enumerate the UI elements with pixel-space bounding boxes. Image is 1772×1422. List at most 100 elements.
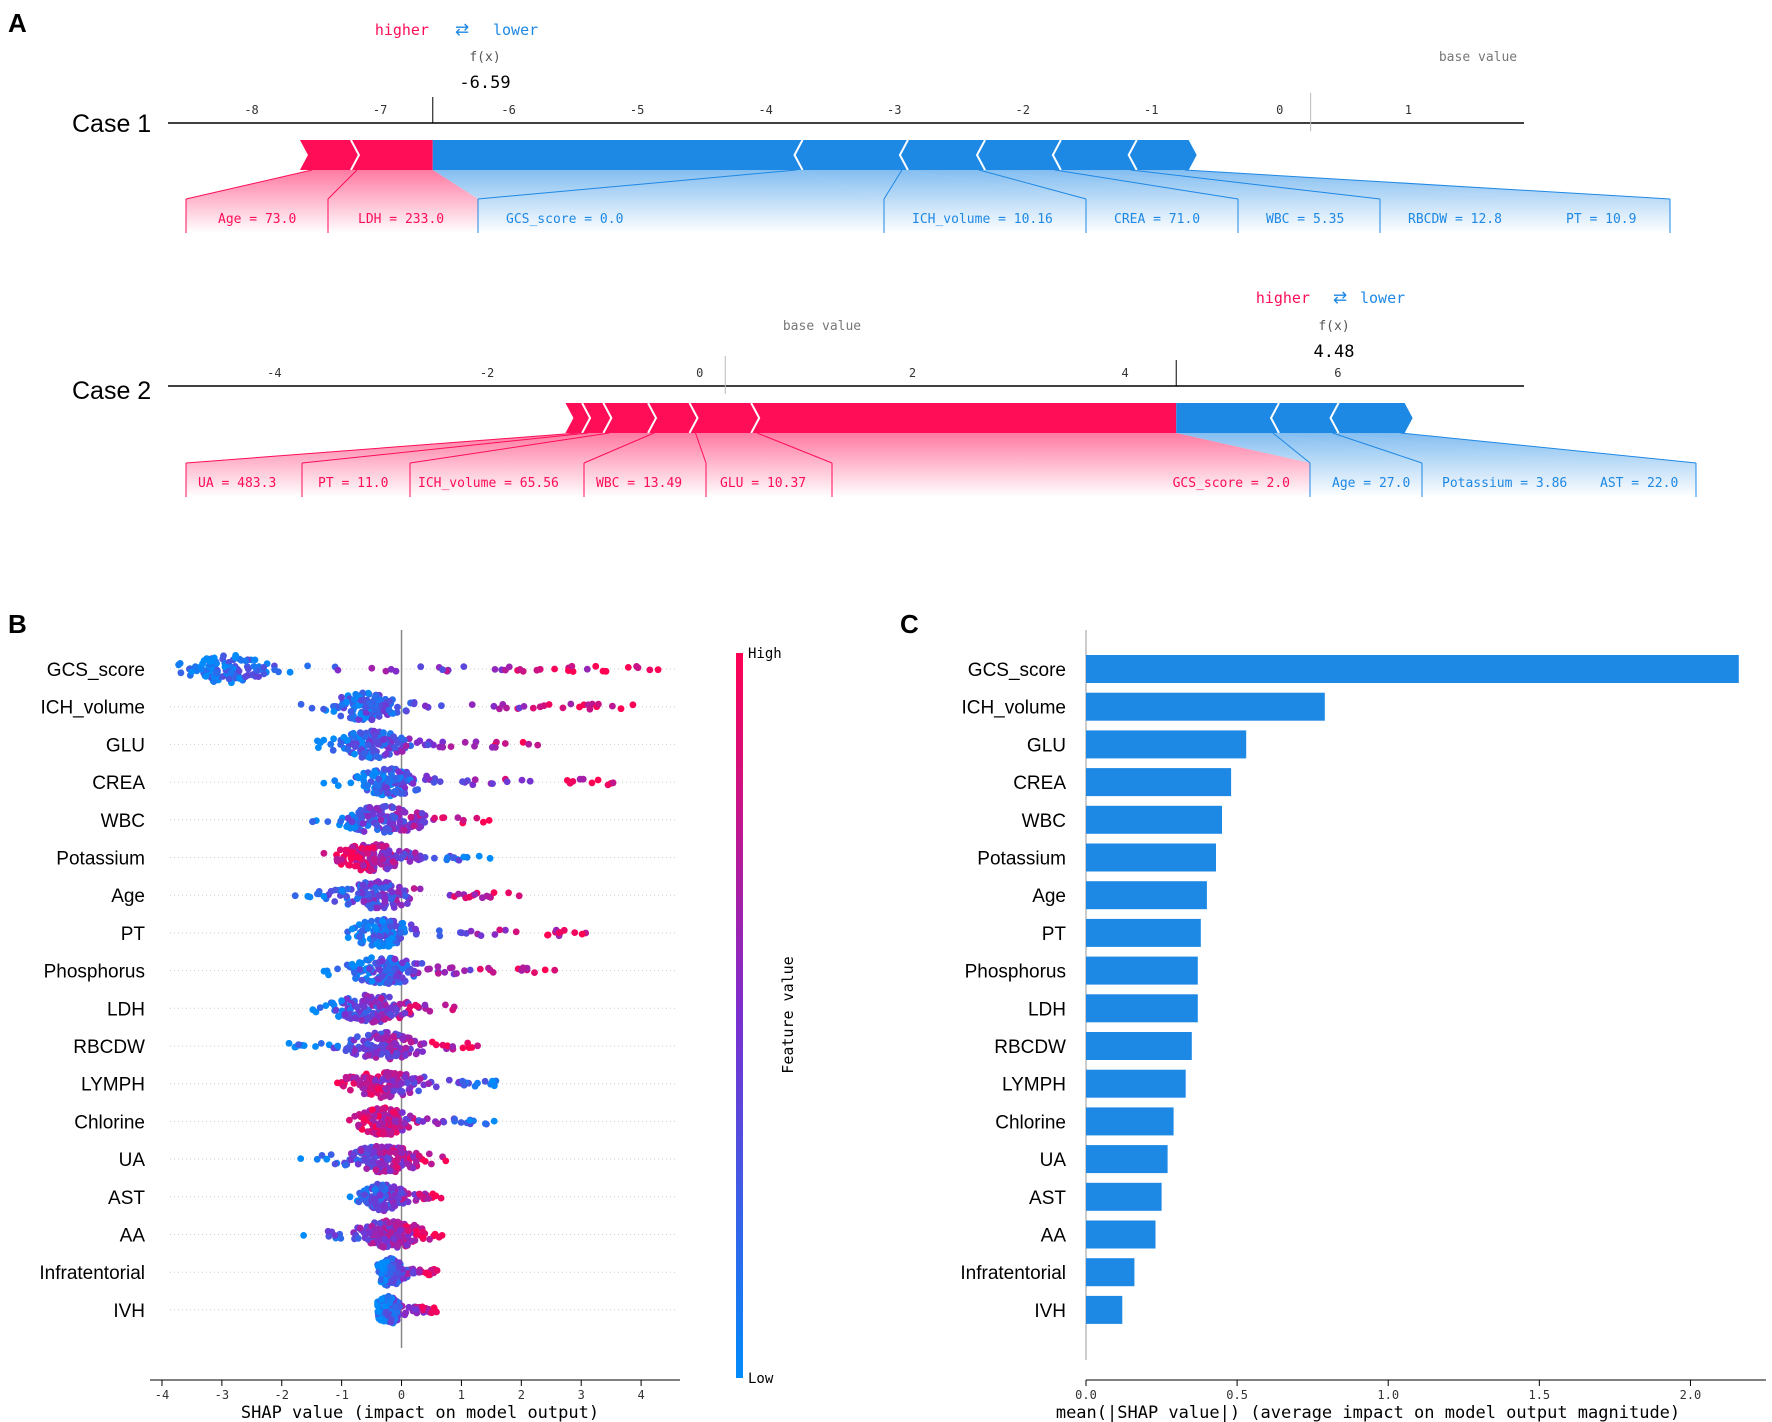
beeswarm-point (383, 1143, 391, 1151)
beeswarm-point (320, 779, 328, 787)
beeswarm-point (380, 736, 387, 744)
beeswarm-point (415, 1087, 422, 1095)
force-label-rbcdw-12-8: RBCDW = 12.8 (1408, 212, 1502, 227)
beeswarm-point (392, 789, 400, 797)
case1-neg-chevron-3 (975, 139, 986, 171)
case1-pos-connector-1 (327, 169, 358, 200)
beeswarm-point (386, 1263, 394, 1270)
beeswarm-point (291, 892, 299, 900)
beeswarm-point (534, 741, 542, 749)
beeswarm-point (386, 1149, 394, 1156)
beeswarm-point (364, 741, 372, 749)
case2-pos-link-5 (757, 433, 1310, 497)
beeswarm-point (395, 1194, 402, 1202)
beeswarm-point (351, 862, 359, 870)
beeswarm-point (426, 1235, 433, 1243)
force-label-pt-11-0: PT = 11.0 (318, 476, 388, 491)
case2-neg-link-2 (1332, 433, 1696, 497)
beeswarm-point (401, 1052, 409, 1059)
beeswarm-point (401, 892, 409, 900)
beeswarm-point (374, 1237, 382, 1245)
beeswarm-feature-label-potassium: Potassium (56, 849, 145, 870)
beeswarm-point (177, 669, 185, 677)
beeswarm-point (360, 1229, 368, 1237)
beeswarm-point (387, 665, 395, 673)
case2-legend-higher: higher (1256, 289, 1310, 307)
beeswarm-points-ast (346, 1180, 445, 1215)
bar-label-ich-volume: ICH_volume (961, 698, 1066, 719)
case1-tick-1: -7 (373, 103, 387, 117)
bar-label-potassium: Potassium (977, 849, 1066, 870)
case1-neg-chevron-1 (793, 139, 804, 171)
beeswarm-point (356, 966, 364, 973)
case2-pos-link-0 (186, 433, 589, 497)
force-label-ua-483-3: UA = 483.3 (198, 476, 276, 491)
beeswarm-point (390, 1183, 398, 1191)
beeswarm-point (372, 998, 379, 1005)
beeswarm-point (376, 1219, 384, 1227)
bar-xtick-label-2: 1.0 (1377, 1388, 1399, 1402)
beeswarm-point (541, 966, 549, 974)
beeswarm-point (338, 856, 345, 863)
bar-label-lymph: LYMPH (1002, 1075, 1066, 1096)
beeswarm-point (376, 1159, 383, 1167)
beeswarm-point (306, 893, 314, 901)
beeswarm-point (368, 772, 376, 779)
beeswarm-point (380, 803, 387, 811)
beeswarm-point (385, 966, 392, 973)
beeswarm-point (376, 966, 383, 973)
beeswarm-point (488, 743, 496, 751)
beeswarm-point (460, 853, 468, 861)
beeswarm-point (431, 814, 438, 822)
beeswarm-point (213, 669, 220, 677)
beeswarm-point (404, 1227, 412, 1235)
beeswarm-point (376, 1003, 384, 1010)
case2-pos-connector-1 (301, 432, 589, 464)
case1-neg-connector-0 (477, 169, 797, 200)
beeswarm-point (341, 1161, 349, 1169)
beeswarm-point (489, 1077, 496, 1085)
beeswarm-point (401, 784, 409, 792)
beeswarm-point (401, 1120, 408, 1127)
beeswarm-point (407, 1038, 415, 1046)
beeswarm-point (220, 652, 227, 660)
beeswarm-point (489, 969, 497, 976)
beeswarm-point (329, 999, 337, 1007)
beeswarm-point (344, 934, 352, 941)
beeswarm-point (320, 967, 328, 975)
beeswarm-point (329, 746, 337, 754)
beeswarm-point (255, 673, 262, 680)
beeswarm-point (386, 1270, 394, 1278)
beeswarm-feature-label-aa: AA (120, 1226, 146, 1247)
case2-pos-link-4 (695, 433, 832, 497)
bar-gcs-score (1086, 655, 1739, 683)
beeswarm-point (369, 1158, 376, 1166)
beeswarm-point (417, 663, 425, 671)
beeswarm-point (451, 1115, 458, 1123)
beeswarm-point (391, 955, 399, 963)
beeswarm-point (384, 1312, 392, 1319)
beeswarm-points-ich-volume (297, 689, 637, 724)
beeswarm-point (369, 811, 377, 818)
beeswarm-point (409, 1164, 417, 1172)
force-label-ich-volume-10-16: ICH_volume = 10.16 (912, 212, 1053, 227)
beeswarm-point (380, 707, 388, 715)
beeswarm-point (344, 814, 352, 822)
beeswarm-point (346, 1116, 353, 1124)
beeswarm-point (444, 1042, 451, 1050)
beeswarm-point (390, 1235, 397, 1242)
beeswarm-point (385, 1219, 393, 1227)
beeswarm-feature-label-ivh: IVH (113, 1301, 145, 1322)
beeswarm-point (350, 1151, 357, 1159)
beeswarm-point (460, 663, 468, 670)
beeswarm-point (491, 666, 499, 673)
bar-xtick-label-4: 2.0 (1680, 1388, 1702, 1402)
beeswarm-point (385, 826, 393, 833)
beeswarm-point (364, 1236, 372, 1244)
beeswarm-point (338, 693, 345, 701)
beeswarm-points-phosphorus (320, 954, 559, 987)
beeswarm-point (471, 891, 479, 898)
beeswarm-point (387, 1129, 395, 1137)
beeswarm-point (344, 745, 352, 753)
beeswarm-point (394, 1269, 401, 1277)
